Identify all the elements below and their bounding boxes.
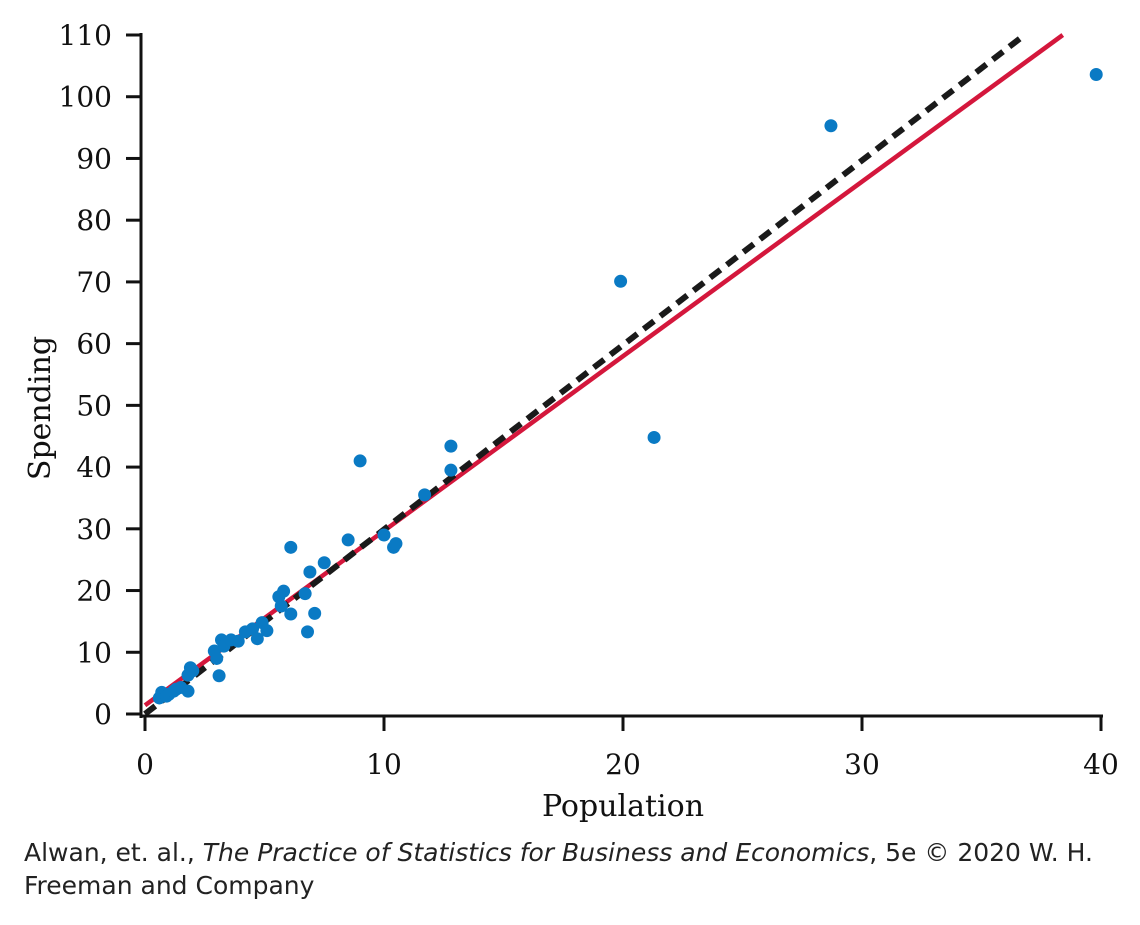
y-tick-label: 90 bbox=[76, 142, 112, 175]
line-layer bbox=[143, 32, 1065, 717]
x-tick-label: 30 bbox=[844, 748, 880, 781]
y-tick-label: 80 bbox=[76, 204, 112, 237]
data-point bbox=[444, 439, 458, 453]
data-point bbox=[260, 624, 274, 638]
credit-suffix: , 5e © 2020 W. H. Freeman and Company bbox=[24, 838, 1093, 900]
data-point bbox=[210, 651, 224, 665]
data-point bbox=[308, 606, 322, 620]
data-point bbox=[186, 664, 200, 678]
point-layer bbox=[152, 68, 1103, 705]
data-point bbox=[824, 119, 838, 133]
y-tick-label: 110 bbox=[59, 19, 112, 52]
y-tick-label: 10 bbox=[76, 636, 112, 669]
y-tick-label: 100 bbox=[59, 81, 112, 114]
data-point bbox=[1089, 68, 1103, 82]
source-credit: Alwan, et. al., The Practice of Statisti… bbox=[24, 836, 1124, 902]
data-point bbox=[284, 607, 298, 621]
data-point bbox=[181, 684, 195, 698]
data-point bbox=[614, 274, 628, 288]
data-point bbox=[647, 430, 661, 444]
data-point bbox=[444, 463, 458, 477]
x-tick-label: 10 bbox=[366, 748, 402, 781]
data-point bbox=[303, 565, 317, 579]
y-tick-label: 40 bbox=[76, 451, 112, 484]
data-point bbox=[389, 537, 403, 551]
x-ticks: 0 10 20 30 40 bbox=[136, 716, 1119, 781]
y-tick-label: 30 bbox=[76, 513, 112, 546]
data-point bbox=[250, 632, 264, 646]
y-tick-label: 50 bbox=[76, 389, 112, 422]
data-point bbox=[212, 669, 226, 683]
data-point bbox=[301, 625, 315, 639]
credit-prefix: Alwan, et. al., bbox=[24, 838, 203, 867]
y-tick-label: 60 bbox=[76, 328, 112, 361]
x-tick-label: 40 bbox=[1083, 748, 1119, 781]
x-tick-label: 0 bbox=[136, 748, 154, 781]
data-point bbox=[377, 528, 391, 542]
data-point bbox=[298, 587, 312, 601]
x-axis-title: Population bbox=[542, 789, 704, 824]
data-point bbox=[274, 599, 288, 613]
data-point bbox=[353, 454, 367, 468]
data-point bbox=[284, 540, 298, 554]
reference-line-dashed bbox=[143, 32, 1027, 717]
data-point bbox=[277, 584, 291, 598]
y-ticks: 0 10 20 30 40 50 60 70 80 90 100 110 bbox=[59, 19, 141, 731]
y-axis-title: Spending bbox=[23, 336, 58, 480]
x-tick-label: 20 bbox=[605, 748, 641, 781]
y-tick-label: 70 bbox=[76, 266, 112, 299]
data-point bbox=[231, 634, 245, 648]
data-point bbox=[317, 556, 331, 570]
y-tick-label: 20 bbox=[76, 575, 112, 608]
credit-book-title: The Practice of Statistics for Business … bbox=[202, 838, 870, 867]
data-point bbox=[341, 533, 355, 547]
data-point bbox=[246, 622, 260, 636]
data-point bbox=[418, 488, 432, 502]
y-tick-label: 0 bbox=[94, 698, 112, 731]
